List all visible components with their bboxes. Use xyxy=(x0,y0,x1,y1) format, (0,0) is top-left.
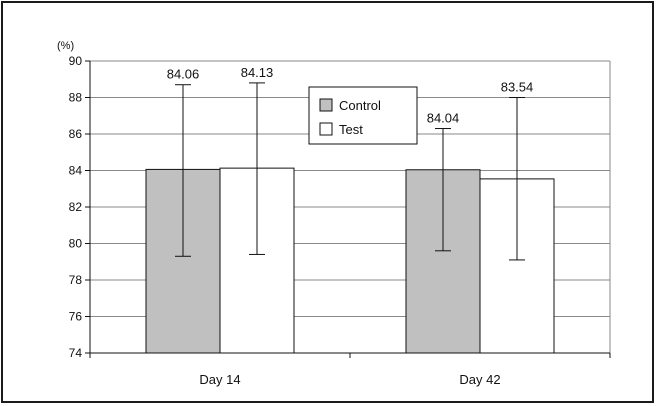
legend-label-control: Control xyxy=(339,98,381,113)
error-bars xyxy=(175,82,525,261)
y-tick-label: 80 xyxy=(69,237,83,251)
legend-swatch-test xyxy=(319,122,333,136)
y-tick-label: 88 xyxy=(69,91,83,105)
axes: 74 76 78 80 82 84 86 88 90 Day 14 Day 42 xyxy=(69,54,611,387)
data-labels: 84.06 84.04 84.13 83.54 xyxy=(167,65,534,126)
x-tick-label: Day 14 xyxy=(199,372,240,387)
x-tick-label: Day 42 xyxy=(459,372,500,387)
bar-chart: 84.06 84.04 84.13 83.54 74 76 78 80 82 84 86 88 90 D… xyxy=(57,40,611,387)
legend-swatch-control xyxy=(319,98,333,112)
legend: Control Test xyxy=(308,86,418,145)
y-tick-label: 78 xyxy=(69,273,83,287)
y-tick-label: 86 xyxy=(69,127,83,141)
y-tick-label: 82 xyxy=(69,200,83,214)
y-tick-label: 84 xyxy=(69,164,83,178)
data-label: 84.06 xyxy=(167,67,200,82)
data-label: 84.13 xyxy=(241,65,274,80)
y-tick-label: 76 xyxy=(69,310,83,324)
y-tick-label: 74 xyxy=(69,346,83,360)
data-label: 84.04 xyxy=(427,111,460,126)
y-unit-label: (%) xyxy=(57,40,74,52)
data-label: 83.54 xyxy=(501,80,534,95)
y-tick-label: 90 xyxy=(69,54,83,68)
legend-label-test: Test xyxy=(339,122,363,137)
